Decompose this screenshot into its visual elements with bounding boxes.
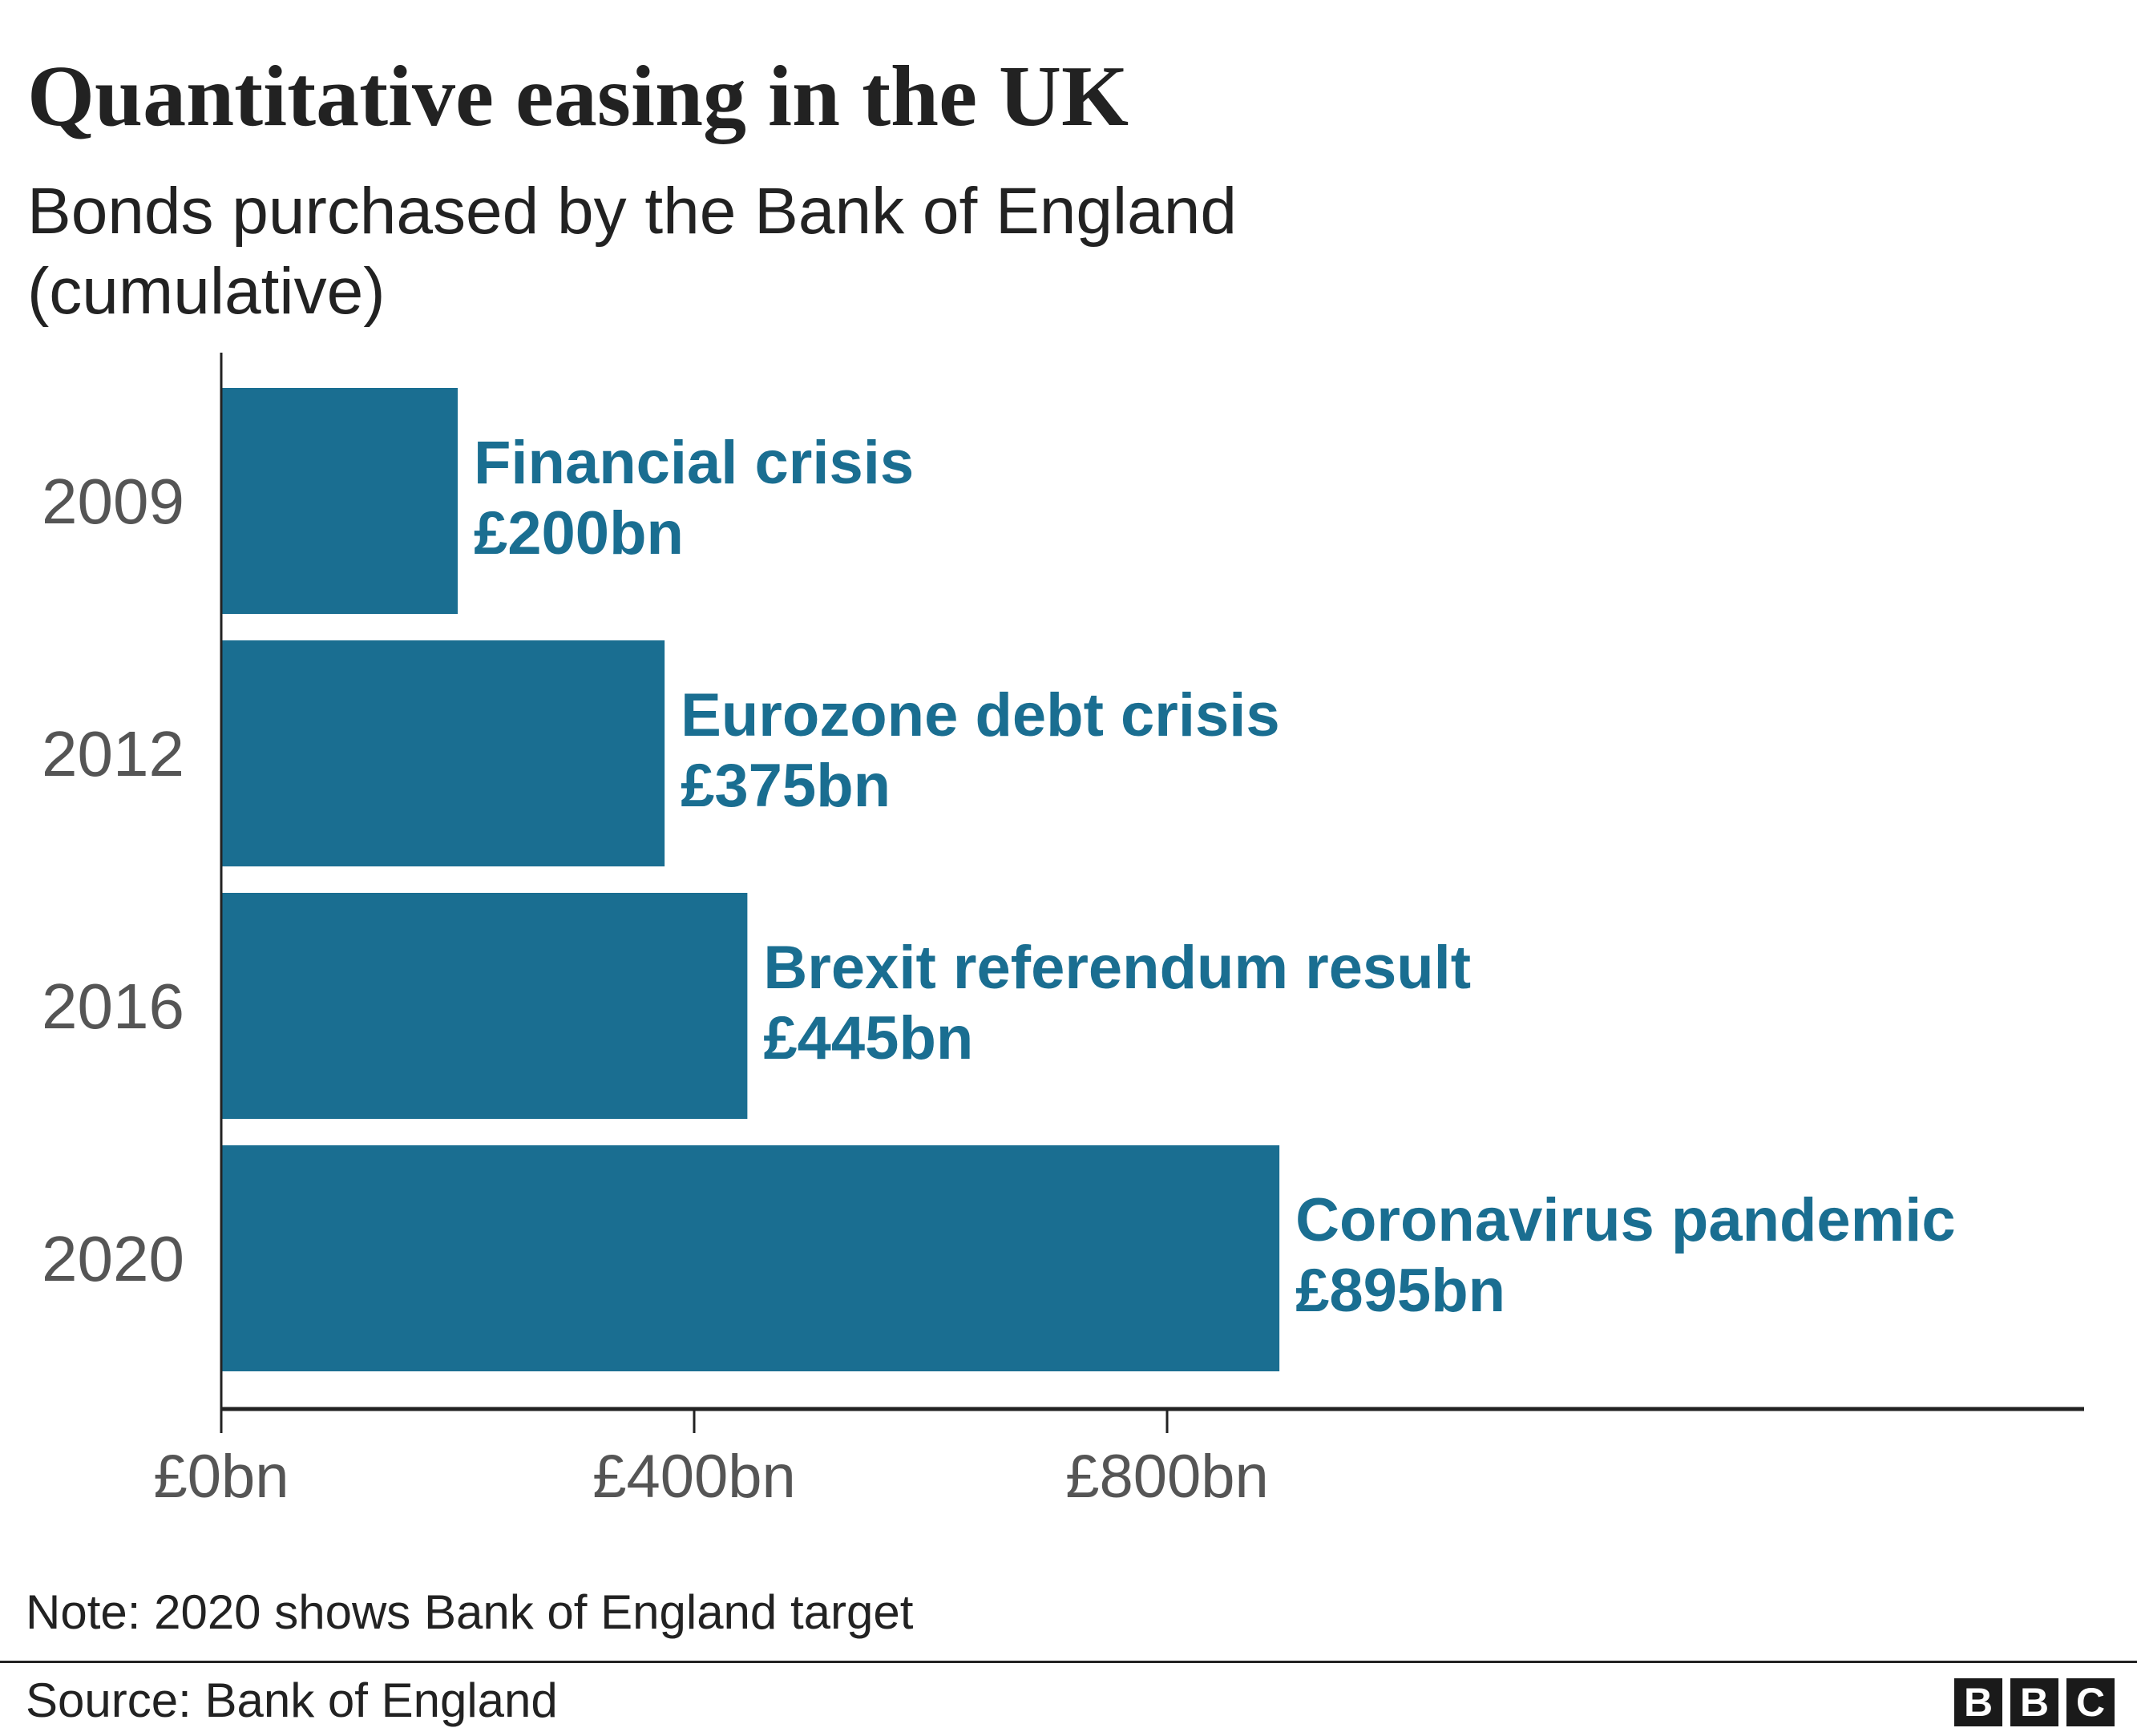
bar-value-label: £895bn (1295, 1257, 1505, 1325)
bbc-logo-letter: C (2066, 1678, 2115, 1726)
bars-layer (221, 388, 1280, 1371)
bar-value-label: £200bn (474, 499, 684, 567)
bar-event-label: Eurozone debt crisis (681, 681, 1280, 749)
bar (221, 388, 458, 614)
x-tick-label: £800bn (1065, 1443, 1269, 1511)
chart-title: Quantitative easing in the UK (27, 49, 1129, 144)
x-tick-label: £0bn (153, 1443, 289, 1511)
bbc-logo-letter: B (2010, 1678, 2058, 1726)
source-text: Source: Bank of England (26, 1673, 558, 1727)
category-label: 2020 (42, 1223, 184, 1294)
bbc-logo-letter: B (1954, 1678, 2002, 1726)
x-tick-label: £400bn (592, 1443, 796, 1511)
bar-labels-layer: Financial crisis£200bn Eurozone debt cris… (474, 429, 1956, 1325)
bar-chart: Financial crisis£200bn Eurozone debt cris… (42, 353, 2084, 1511)
category-label: 2016 (42, 971, 184, 1042)
bar (221, 893, 748, 1119)
bbc-logo: B B C (1954, 1678, 2115, 1726)
chart-subtitle: Bonds purchased by the Bank of England (… (27, 175, 1237, 328)
footer-divider (0, 1661, 2137, 1663)
category-label: 2009 (42, 466, 184, 537)
category-label: 2012 (42, 718, 184, 789)
axes-layer: 2009 2012 2016 2020 £0bn £400bn £800bn (42, 353, 2084, 1511)
bar-event-label: Financial crisis (474, 429, 914, 497)
bar-value-label: £445bn (763, 1004, 973, 1072)
bar-value-label: £375bn (681, 752, 891, 820)
bar-event-label: Coronavirus pandemic (1295, 1186, 1956, 1254)
bar (221, 1145, 1280, 1371)
bar-event-label: Brexit referendum result (763, 934, 1471, 1002)
bar (221, 640, 665, 866)
chart-note: Note: 2020 shows Bank of England target (26, 1585, 914, 1639)
